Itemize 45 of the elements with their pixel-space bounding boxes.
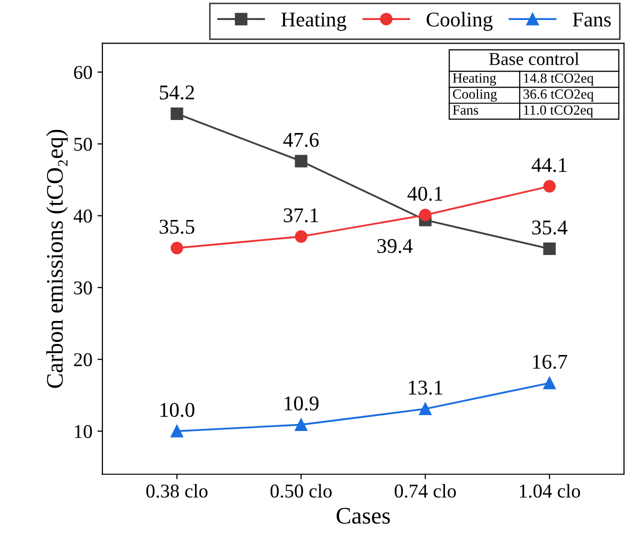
point — [170, 107, 184, 120]
annotation: Cooling — [452, 88, 497, 102]
x-tick-label: 0.74 clo — [394, 484, 456, 498]
legend-label: Cooling — [426, 12, 493, 31]
data-label: 16.7 — [533, 354, 568, 369]
data-label: 35.5 — [160, 220, 194, 234]
point — [294, 230, 308, 243]
point — [543, 376, 556, 390]
point — [543, 242, 556, 255]
point — [543, 180, 556, 193]
data-label: 13.1 — [408, 380, 442, 395]
point — [294, 154, 308, 168]
y-tick-label: 50 — [74, 138, 92, 151]
annotation: Heating — [452, 73, 496, 86]
annotation: Base control — [489, 52, 580, 66]
point — [419, 402, 432, 416]
data-label: 40.1 — [407, 186, 442, 201]
data-label: 10.0 — [160, 402, 194, 418]
x-tick-label: 1.04 clo — [520, 484, 580, 498]
annotation: Fans — [452, 105, 478, 115]
point — [294, 418, 308, 431]
y-tick-label: 20 — [74, 353, 92, 366]
data-label: 39.4 — [378, 239, 413, 254]
point — [170, 242, 184, 254]
data-label: 47.6 — [283, 132, 319, 147]
data-label: 37.1 — [284, 208, 318, 222]
y-axis-title: Carbon emissions (tCO₂eq) — [46, 130, 68, 388]
y-tick-label: 40 — [74, 210, 92, 223]
annotation: 36.6 tCO2eq — [523, 89, 594, 102]
annotation: 14.8 tCO2eq — [524, 73, 594, 86]
point — [170, 424, 184, 438]
y-tick-label: 60 — [74, 66, 92, 80]
legend-label: Fans — [572, 12, 611, 27]
y-tick-label: 30 — [74, 281, 92, 294]
data-label: 44.1 — [532, 158, 566, 172]
data-label: 54.2 — [160, 86, 194, 100]
annotation: 11.0 tCO2eq — [524, 105, 594, 118]
x-axis-title: Cases — [336, 508, 390, 524]
data-label: 35.4 — [532, 220, 568, 235]
point — [419, 208, 432, 222]
x-tick-label: 0.50 clo — [270, 484, 332, 498]
data-label: 10.9 — [284, 396, 318, 411]
y-tick-label: 10 — [74, 424, 92, 438]
x-tick-label: 0.38 clo — [146, 484, 208, 498]
legend-label: Heating — [281, 12, 346, 31]
